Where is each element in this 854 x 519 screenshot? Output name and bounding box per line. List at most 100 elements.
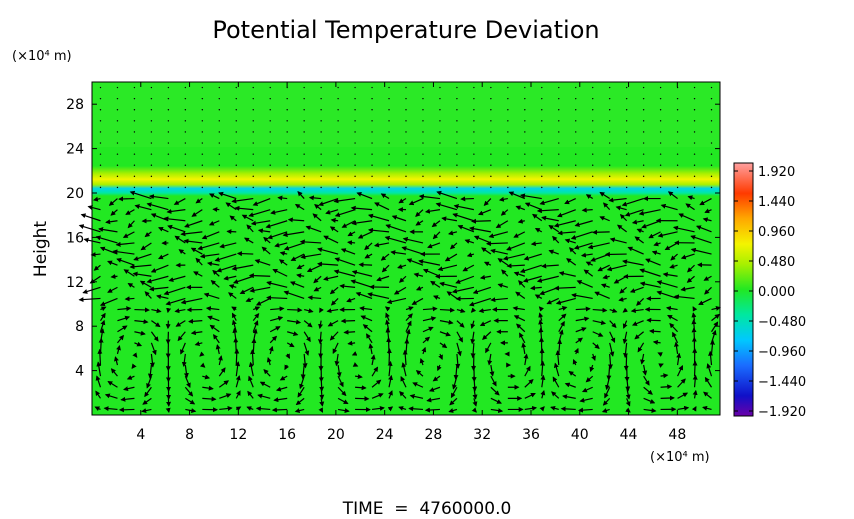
wind-vector: [422, 131, 424, 133]
wind-vector: [485, 241, 508, 247]
wind-vector: [592, 320, 607, 326]
wind-vector: [269, 175, 271, 178]
wind-vector: [371, 164, 373, 166]
wind-vector: [287, 307, 303, 313]
wind-vector: [317, 247, 339, 255]
wind-vector: [339, 283, 356, 289]
wind-vector: [148, 286, 169, 292]
wind-vector: [329, 226, 339, 233]
wind-vector: [711, 321, 719, 333]
wind-vector: [524, 378, 534, 388]
wind-vector: [411, 297, 424, 305]
wind-vector: [132, 352, 138, 358]
wind-vector: [297, 191, 305, 199]
wind-vector: [266, 280, 288, 288]
wind-vector: [107, 260, 118, 266]
wind-vector: [643, 397, 656, 404]
wind-vector: [710, 109, 713, 111]
wind-vector: [490, 408, 504, 414]
wind-vector: [430, 280, 441, 288]
wind-vector: [307, 295, 322, 301]
wind-vector: [517, 218, 525, 224]
wind-vector: [337, 131, 339, 133]
wind-vector: [422, 86, 424, 89]
wind-vector: [636, 298, 645, 306]
wind-vector: [199, 351, 205, 357]
wind-vector: [575, 164, 577, 166]
wind-vector: [380, 253, 390, 261]
wind-vector: [268, 345, 274, 355]
wind-vector: [232, 327, 238, 343]
wind-vector: [122, 231, 135, 238]
wind-vector: [539, 406, 545, 412]
wind-vector: [235, 142, 237, 144]
wind-vector: [422, 164, 424, 166]
wind-vector: [422, 326, 434, 333]
wind-vector: [390, 250, 407, 256]
wind-vector: [500, 209, 509, 216]
wind-vector: [497, 283, 509, 288]
wind-vector: [388, 131, 390, 133]
wind-vector: [303, 331, 311, 343]
wind-vector: [495, 220, 509, 229]
wind-vector: [235, 175, 237, 178]
wind-vector: [117, 306, 132, 312]
wind-vector: [100, 306, 107, 312]
wind-vector: [320, 186, 322, 189]
wind-vector: [303, 164, 305, 166]
wind-vector: [184, 164, 187, 166]
wind-vector: [649, 328, 661, 334]
y-axis-label: Height: [31, 221, 51, 278]
wind-vector: [672, 331, 679, 344]
wind-vector: [557, 339, 563, 355]
wind-vector: [313, 275, 322, 284]
wind-vector: [662, 272, 678, 278]
wind-vector: [534, 294, 543, 300]
wind-vector: [483, 198, 492, 206]
wind-vector: [218, 175, 220, 178]
wind-vector: [112, 249, 135, 255]
wind-vector: [558, 142, 560, 144]
wind-vector: [418, 259, 441, 266]
wind-vector: [548, 224, 560, 233]
wind-vector: [541, 263, 559, 269]
wind-vector: [624, 209, 644, 217]
wind-vector: [516, 323, 526, 333]
wind-vector: [507, 97, 509, 100]
wind-vector: [581, 386, 593, 393]
wind-vector: [574, 347, 579, 355]
wind-vector: [337, 153, 339, 155]
wind-vector: [519, 332, 526, 344]
wind-vector: [120, 396, 135, 402]
wind-vector: [191, 209, 203, 217]
wind-vector: [150, 342, 157, 356]
wind-vector: [116, 153, 119, 155]
wind-vector: [255, 406, 271, 412]
wind-vector: [180, 231, 203, 237]
wind-vector: [524, 175, 526, 178]
wind-vector: [133, 131, 136, 133]
wind-vector: [388, 142, 390, 144]
wind-vector: [207, 315, 220, 322]
wind-vector: [252, 164, 254, 166]
wind-vector: [286, 86, 288, 89]
wind-vector: [78, 297, 101, 303]
wind-vector: [146, 275, 169, 284]
x-tick-label: 8: [185, 427, 194, 443]
wind-vector: [184, 186, 187, 189]
wind-vector: [680, 286, 695, 292]
wind-vector: [693, 86, 696, 89]
wind-vector: [640, 353, 645, 365]
wind-vector: [642, 364, 648, 376]
wind-vector: [388, 374, 394, 388]
wind-vector: [250, 349, 256, 366]
wind-vector: [235, 153, 237, 155]
wind-vector: [415, 220, 424, 226]
wind-vector: [218, 186, 220, 189]
wind-vector: [636, 228, 644, 234]
wind-vector: [541, 215, 559, 222]
wind-vector: [564, 198, 576, 205]
wind-vector: [473, 97, 475, 100]
wind-vector: [617, 224, 628, 233]
wind-vector: [167, 153, 170, 155]
